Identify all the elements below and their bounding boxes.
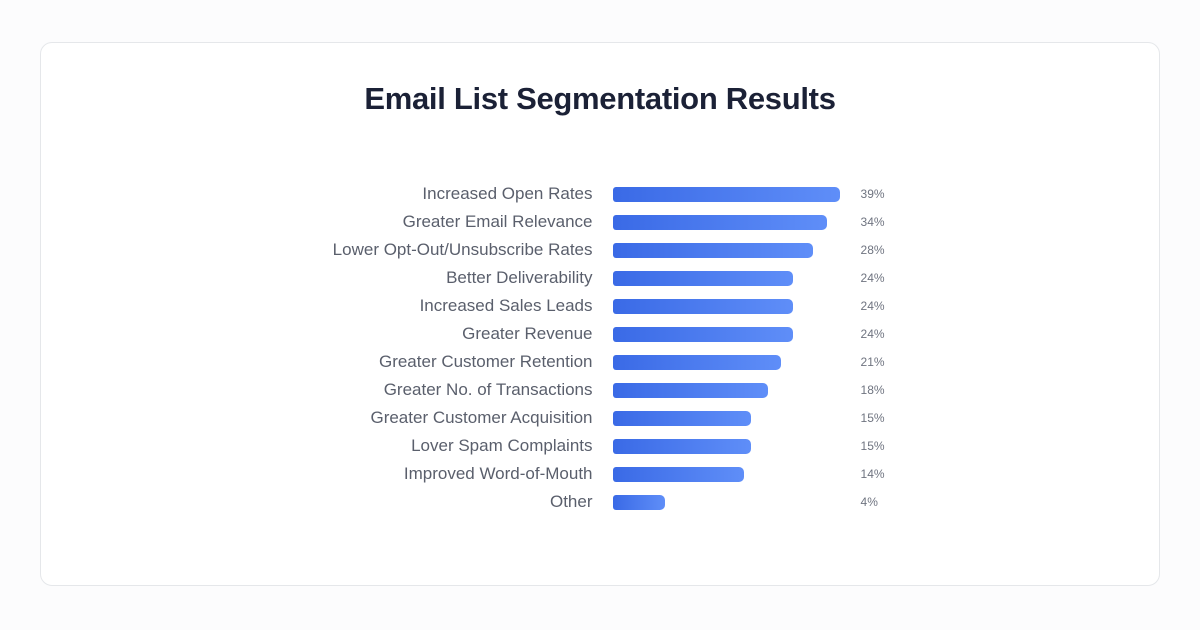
category-label: Greater No. of Transactions — [383, 380, 593, 399]
value-bar — [612, 326, 793, 342]
chart-row: Greater Customer Acquisition 15% — [296, 404, 904, 432]
value-label: 21% — [860, 355, 885, 369]
value-label: 39% — [860, 187, 885, 201]
chart-row: Lower Opt-Out/Unsubscribe Rates 28% — [296, 236, 904, 264]
bar-track — [612, 410, 840, 426]
category-label: Greater Email Relevance — [402, 212, 593, 231]
value-label: 34% — [860, 215, 885, 229]
bar-track — [612, 438, 840, 454]
value-label: 24% — [860, 271, 885, 285]
chart-card: Email List Segmentation Results Increase… — [40, 42, 1160, 586]
value-label: 15% — [860, 411, 885, 425]
chart-row: Greater No. of Transactions 18% — [296, 376, 904, 404]
bar-chart: Increased Open Rates 39% Greater Email R… — [296, 180, 904, 516]
bar-track — [612, 298, 840, 314]
value-label: 4% — [860, 495, 878, 509]
bar-track — [612, 494, 840, 510]
category-label: Other — [549, 492, 593, 511]
bar-track — [612, 466, 840, 482]
category-label: Lower Opt-Out/Unsubscribe Rates — [332, 240, 593, 259]
chart-row: Increased Sales Leads 24% — [296, 292, 904, 320]
value-label: 24% — [860, 299, 885, 313]
value-bar — [612, 438, 751, 454]
value-label: 18% — [860, 383, 885, 397]
bar-track — [612, 186, 840, 202]
value-bar — [612, 382, 768, 398]
chart-title: Email List Segmentation Results — [364, 81, 836, 116]
chart-row: Lover Spam Complaints 15% — [296, 432, 904, 460]
value-bar — [612, 466, 745, 482]
value-label: 28% — [860, 243, 885, 257]
category-label: Greater Customer Retention — [378, 352, 593, 371]
category-label: Increased Sales Leads — [419, 296, 593, 315]
chart-row: Greater Email Relevance 34% — [296, 208, 904, 236]
chart-row: Better Deliverability 24% — [296, 264, 904, 292]
category-label: Better Deliverability — [446, 268, 593, 287]
chart-row: Greater Customer Retention 21% — [296, 348, 904, 376]
chart-row: Increased Open Rates 39% — [296, 180, 904, 208]
value-bar — [612, 354, 782, 370]
bar-track — [612, 214, 840, 230]
category-label: Increased Open Rates — [422, 184, 593, 203]
value-label: 14% — [860, 467, 885, 481]
chart-row: Other 4% — [296, 488, 904, 516]
value-label: 24% — [860, 327, 885, 341]
value-bar — [612, 298, 793, 314]
bar-track — [612, 354, 840, 370]
chart-row: Greater Revenue 24% — [296, 320, 904, 348]
chart-row: Improved Word-of-Mouth 14% — [296, 460, 904, 488]
category-label: Improved Word-of-Mouth — [403, 464, 593, 483]
category-label: Lover Spam Complaints — [411, 436, 593, 455]
value-bar — [612, 242, 814, 258]
bar-track — [612, 270, 840, 286]
category-label: Greater Customer Acquisition — [370, 408, 593, 427]
value-bar — [612, 410, 751, 426]
bar-track — [612, 326, 840, 342]
bar-track — [612, 242, 840, 258]
value-bar — [612, 270, 793, 286]
value-label: 15% — [860, 439, 885, 453]
value-bar — [612, 186, 840, 202]
category-label: Greater Revenue — [462, 324, 593, 343]
bar-track — [612, 382, 840, 398]
value-bar — [612, 214, 827, 230]
value-bar — [612, 494, 666, 510]
